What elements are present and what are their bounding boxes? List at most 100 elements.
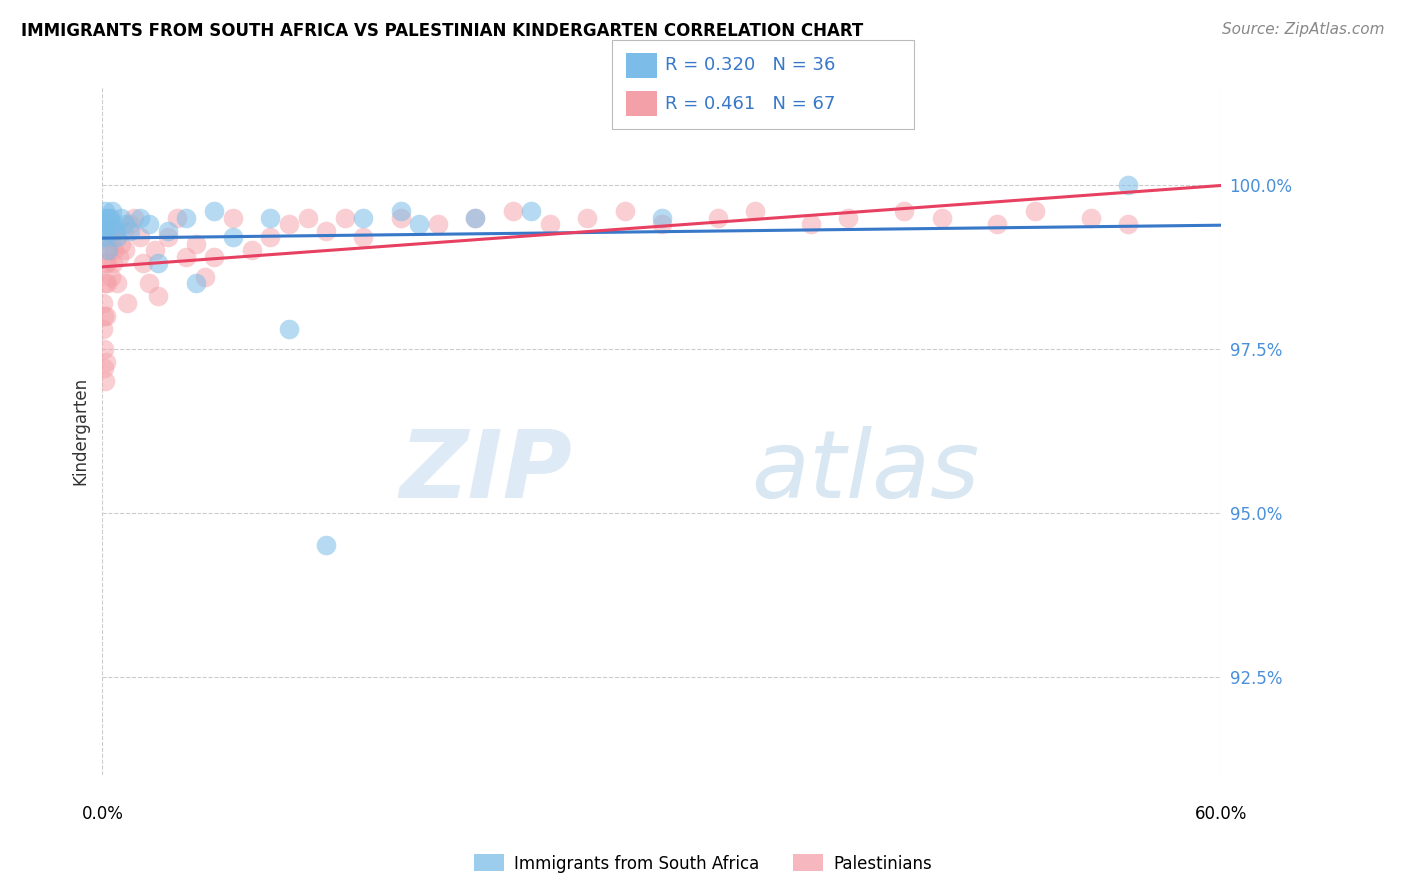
Point: [97, 217, 120, 231]
Point: [389, 211, 412, 225]
Point: [105, 230, 128, 244]
Point: [259, 211, 281, 225]
Point: [520, 203, 543, 218]
Point: [93, 230, 115, 244]
Point: [464, 211, 486, 225]
Point: [94, 224, 117, 238]
Point: [111, 224, 134, 238]
Point: [427, 217, 450, 231]
Point: [222, 211, 245, 225]
Point: [1116, 217, 1139, 231]
Point: [96, 211, 118, 225]
Point: [651, 217, 673, 231]
Point: [91, 295, 114, 310]
Point: [184, 236, 207, 251]
Point: [156, 224, 179, 238]
Point: [502, 203, 524, 218]
Point: [538, 217, 561, 231]
Point: [148, 256, 170, 270]
Point: [893, 203, 915, 218]
Point: [100, 203, 122, 218]
Point: [103, 244, 125, 258]
Text: IMMIGRANTS FROM SOUTH AFRICA VS PALESTINIAN KINDERGARTEN CORRELATION CHART: IMMIGRANTS FROM SOUTH AFRICA VS PALESTIN…: [21, 22, 863, 40]
Point: [93, 322, 115, 336]
Text: 0.0%: 0.0%: [82, 805, 124, 823]
Point: [94, 309, 117, 323]
Point: [93, 224, 115, 238]
Point: [1116, 178, 1139, 192]
Point: [110, 236, 132, 251]
Point: [93, 309, 115, 323]
Point: [93, 342, 115, 356]
Point: [259, 230, 281, 244]
Point: [651, 211, 673, 225]
Point: [110, 211, 132, 225]
Point: [202, 203, 225, 218]
Point: [464, 211, 486, 225]
Point: [97, 244, 120, 258]
Text: R = 0.320   N = 36: R = 0.320 N = 36: [665, 56, 835, 74]
Point: [128, 211, 150, 225]
Legend: Immigrants from South Africa, Palestinians: Immigrants from South Africa, Palestinia…: [468, 847, 938, 880]
Point: [96, 256, 118, 270]
Point: [114, 244, 136, 258]
Point: [94, 276, 117, 290]
Point: [98, 211, 121, 225]
Point: [120, 224, 142, 238]
Point: [93, 211, 115, 225]
Point: [103, 217, 125, 231]
Point: [240, 244, 263, 258]
Text: ZIP: ZIP: [399, 426, 572, 518]
Point: [100, 230, 122, 244]
Point: [837, 211, 859, 225]
Point: [333, 211, 356, 225]
Point: [156, 230, 179, 244]
Point: [744, 203, 766, 218]
Point: [96, 244, 118, 258]
Point: [315, 224, 337, 238]
Point: [353, 211, 375, 225]
Point: [122, 211, 145, 225]
Point: [202, 250, 225, 264]
Point: [100, 269, 122, 284]
Point: [132, 256, 155, 270]
Point: [1080, 211, 1102, 225]
Point: [277, 322, 299, 336]
Point: [94, 256, 117, 270]
Point: [176, 211, 198, 225]
Point: [148, 289, 170, 303]
Point: [297, 211, 319, 225]
Point: [97, 224, 120, 238]
Point: [576, 211, 599, 225]
Point: [222, 230, 245, 244]
Point: [138, 217, 160, 231]
Point: [315, 538, 337, 552]
Text: R = 0.461   N = 67: R = 0.461 N = 67: [665, 95, 835, 113]
Point: [176, 250, 198, 264]
Point: [93, 361, 115, 376]
Point: [986, 217, 1008, 231]
Point: [120, 217, 142, 231]
Point: [389, 203, 412, 218]
Point: [800, 217, 823, 231]
Point: [128, 230, 150, 244]
Point: [101, 256, 124, 270]
Point: [94, 203, 117, 218]
Point: [931, 211, 953, 225]
Text: Source: ZipAtlas.com: Source: ZipAtlas.com: [1222, 22, 1385, 37]
Text: 60.0%: 60.0%: [1195, 805, 1247, 823]
Point: [104, 224, 127, 238]
Point: [105, 276, 128, 290]
Point: [97, 244, 120, 258]
Point: [277, 217, 299, 231]
Point: [408, 217, 430, 231]
Point: [1024, 203, 1046, 218]
Point: [93, 217, 115, 231]
Point: [166, 211, 188, 225]
Point: [94, 355, 117, 369]
Point: [96, 217, 118, 231]
Point: [353, 230, 375, 244]
Point: [138, 276, 160, 290]
Point: [114, 217, 136, 231]
Point: [143, 244, 166, 258]
